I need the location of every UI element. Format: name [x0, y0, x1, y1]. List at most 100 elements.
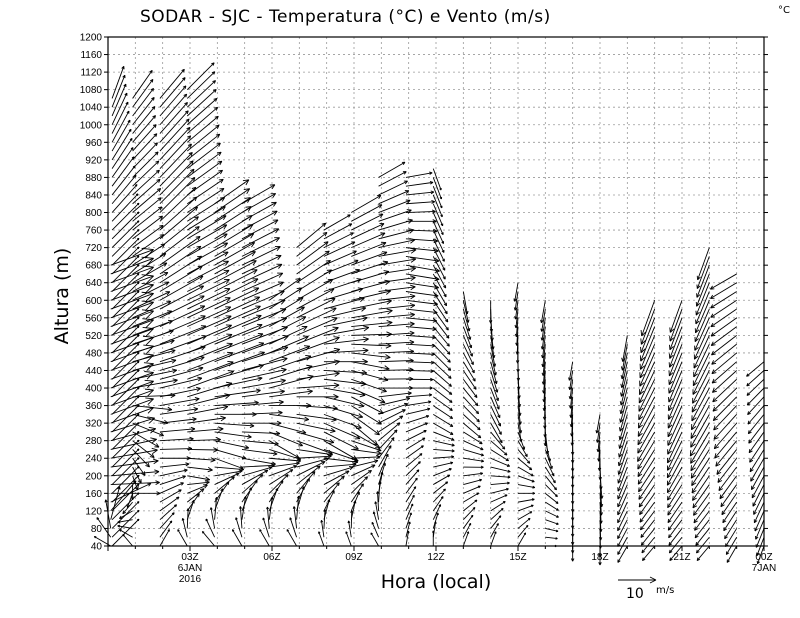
- wind-vector-head: [722, 520, 727, 524]
- wind-vector-head: [754, 528, 758, 532]
- wind-vector-head: [358, 405, 365, 408]
- wind-vector-shaft: [111, 193, 139, 222]
- wind-vector: [241, 474, 264, 494]
- wind-vector-head: [669, 337, 675, 342]
- wind-vector: [748, 422, 765, 444]
- y-tick-label: 1200: [80, 33, 103, 44]
- wind-vector: [723, 510, 738, 532]
- wind-vector: [463, 465, 484, 469]
- wind-vector-head: [141, 274, 154, 277]
- wind-vector: [351, 298, 392, 310]
- wind-vector-head: [409, 376, 414, 380]
- wind-vector: [159, 407, 199, 415]
- wind-vector: [667, 501, 683, 524]
- wind-vector-head: [691, 408, 697, 413]
- wind-vector-shaft: [462, 326, 472, 349]
- wind-vector: [214, 179, 250, 205]
- wind-vector-shaft: [111, 165, 136, 196]
- wind-vector-shaft: [296, 336, 340, 354]
- wind-vector-head: [692, 399, 698, 404]
- wind-vector-head: [201, 488, 205, 493]
- wind-vector-head: [622, 358, 626, 362]
- wind-vector: [132, 224, 164, 248]
- wind-vector-head: [274, 219, 279, 225]
- wind-vector: [132, 348, 176, 363]
- wind-vector-head: [490, 320, 493, 324]
- wind-vector: [405, 377, 434, 382]
- wind-vector-head: [710, 332, 714, 337]
- wind-vector: [514, 300, 519, 320]
- wind-vector-head: [136, 316, 140, 319]
- wind-vector-head: [350, 232, 354, 236]
- wind-vector-shaft: [351, 310, 393, 319]
- wind-vector-head: [690, 443, 696, 448]
- wind-vector-shaft: [241, 346, 288, 363]
- wind-vector: [693, 501, 710, 524]
- wind-vector-head: [712, 390, 717, 393]
- wind-vector-shaft: [214, 472, 240, 485]
- wind-vector-shaft: [710, 317, 737, 337]
- wind-vector: [405, 386, 433, 390]
- wind-vector-head: [137, 480, 142, 484]
- wind-vector-shaft: [110, 471, 160, 477]
- wind-vector-shaft: [187, 475, 210, 481]
- wind-vector: [296, 222, 327, 248]
- wind-vector-head: [152, 458, 159, 462]
- wind-vector-shaft: [638, 466, 656, 493]
- wind-vector-shaft: [214, 402, 259, 407]
- x-tick-label: 12Z: [427, 552, 444, 563]
- wind-vector: [159, 325, 207, 345]
- wind-vector: [517, 457, 533, 471]
- wind-vector-head: [297, 460, 301, 463]
- wind-vector-head: [218, 151, 222, 157]
- wind-vector-head: [323, 223, 327, 228]
- wind-vector: [432, 221, 444, 244]
- wind-vector: [462, 378, 478, 398]
- wind-vector-shaft: [694, 326, 710, 360]
- wind-vector: [214, 376, 263, 389]
- wind-vector: [517, 498, 535, 503]
- wind-vector-shaft: [111, 101, 129, 134]
- wind-vector-head: [720, 502, 723, 507]
- wind-vector-head: [276, 420, 282, 424]
- wind-vector-head: [380, 223, 385, 228]
- wind-vector-head: [377, 450, 382, 454]
- wind-vector-head: [638, 502, 641, 508]
- wind-vector-head: [393, 429, 398, 432]
- wind-vector-head: [404, 180, 408, 185]
- wind-vector: [378, 396, 411, 407]
- wind-vector: [378, 422, 401, 442]
- wind-vector-head: [516, 342, 519, 346]
- wind-vector-head: [122, 74, 126, 78]
- wind-vector: [433, 422, 454, 435]
- wind-vector-head: [143, 362, 154, 365]
- wind-vector: [405, 494, 415, 512]
- wind-vector: [111, 202, 140, 231]
- wind-vector: [214, 457, 244, 470]
- wind-vector: [696, 545, 710, 561]
- wind-vector-head: [572, 468, 575, 472]
- wind-vector-head: [197, 377, 203, 382]
- wind-vector: [159, 426, 196, 433]
- wind-vector-shaft: [159, 69, 185, 99]
- wind-vector-shaft: [159, 418, 197, 424]
- wind-vector: [693, 335, 710, 369]
- wind-vector-head: [216, 116, 219, 120]
- wind-vector-shaft: [637, 449, 656, 477]
- wind-vector-head: [340, 475, 345, 478]
- wind-vector-head: [255, 388, 261, 391]
- wind-vector-shaft: [370, 532, 379, 547]
- wind-vector-shaft: [296, 348, 340, 363]
- wind-vector: [119, 510, 133, 519]
- wind-vector-shaft: [296, 471, 316, 494]
- wind-vector-shaft: [202, 531, 215, 547]
- wind-vector: [490, 531, 497, 547]
- wind-vector-head: [450, 461, 453, 463]
- wind-vector: [432, 481, 449, 494]
- wind-vector-head: [541, 346, 545, 350]
- wind-vector-head: [406, 209, 412, 211]
- wind-vector: [667, 396, 683, 429]
- wind-vector: [667, 431, 683, 464]
- wind-vector: [159, 77, 186, 108]
- wind-vector-shaft: [378, 286, 416, 292]
